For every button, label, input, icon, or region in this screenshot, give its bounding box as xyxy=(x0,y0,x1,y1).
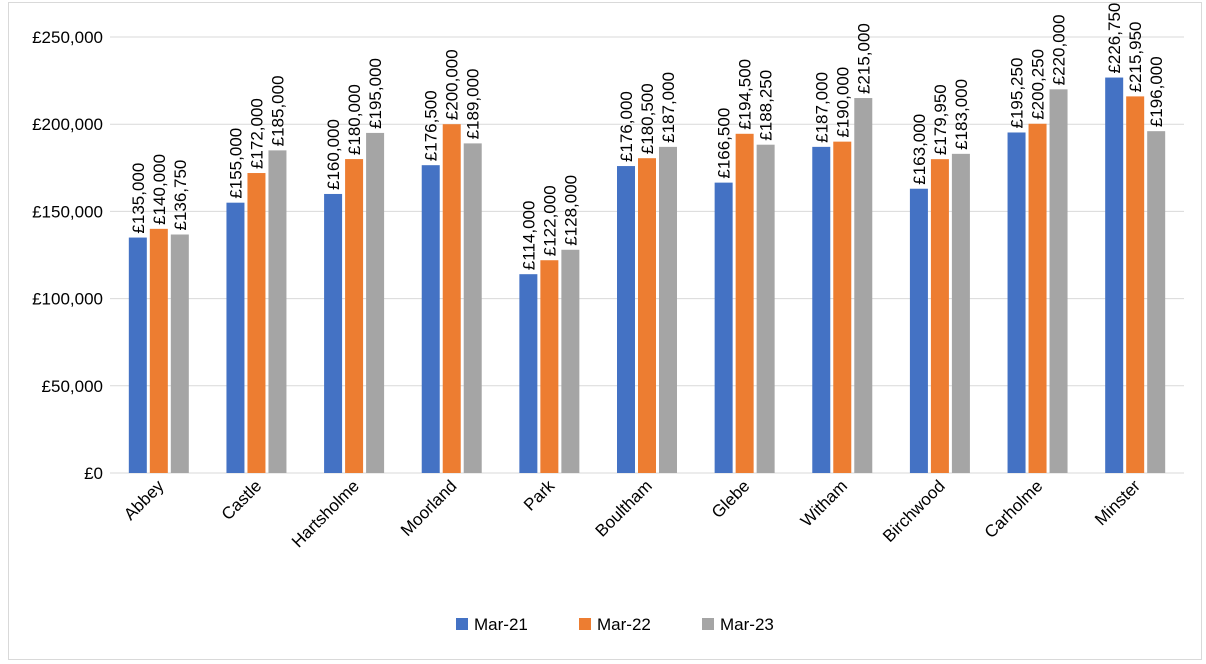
bar-mar-21 xyxy=(714,182,733,473)
legend-swatch-mar-23 xyxy=(702,618,714,630)
data-label: £215,000 xyxy=(854,23,873,94)
data-label: £196,000 xyxy=(1147,56,1166,127)
data-label: £226,750 xyxy=(1105,3,1124,74)
bar-mar-22 xyxy=(735,133,754,474)
y-tick-label: £50,000 xyxy=(42,377,103,396)
bar-mar-21 xyxy=(226,202,245,473)
x-tick-label: Moorland xyxy=(397,476,461,540)
data-label: £183,000 xyxy=(952,79,971,150)
bar-mar-21 xyxy=(324,193,343,473)
x-tick-label: Park xyxy=(520,476,559,515)
bar-mar-23 xyxy=(561,249,580,473)
data-label: £163,000 xyxy=(910,114,929,185)
bar-mar-22 xyxy=(540,260,559,473)
data-label: £188,250 xyxy=(757,70,776,141)
x-tick-label: Boultham xyxy=(592,476,656,540)
data-label: £180,000 xyxy=(345,84,364,155)
bar-mar-23 xyxy=(951,153,970,473)
data-label: £189,000 xyxy=(464,68,483,139)
data-label: £172,000 xyxy=(247,98,266,169)
x-tick-label: Witham xyxy=(797,476,851,530)
x-tick-label: Carholme xyxy=(981,476,1047,542)
data-label: £200,000 xyxy=(443,49,462,120)
data-label: £136,750 xyxy=(171,160,190,231)
bar-mar-22 xyxy=(638,158,656,473)
bar-mar-22 xyxy=(345,159,364,473)
data-label: £166,500 xyxy=(715,108,734,179)
data-label: £179,950 xyxy=(931,84,950,155)
bar-mar-22 xyxy=(1126,96,1145,473)
data-label: £128,000 xyxy=(561,175,580,246)
bar-mar-21 xyxy=(1007,132,1026,473)
legend-label: Mar-21 xyxy=(474,615,528,634)
data-label: £135,000 xyxy=(129,163,148,234)
data-label: £187,000 xyxy=(659,72,678,143)
x-tick-label: Hartsholme xyxy=(288,476,363,551)
bar-mar-21 xyxy=(1105,77,1124,473)
bar-mar-22 xyxy=(247,173,266,474)
bar-mar-23 xyxy=(366,132,385,474)
y-tick-label: £250,000 xyxy=(32,28,103,47)
data-label: £180,500 xyxy=(638,83,657,154)
data-label: £114,000 xyxy=(519,201,538,271)
bar-mar-21 xyxy=(617,166,635,473)
data-label: £194,500 xyxy=(736,59,755,130)
x-tick-label: Abbey xyxy=(120,476,168,524)
data-label: £220,000 xyxy=(1050,14,1069,85)
y-tick-label: £0 xyxy=(84,464,103,483)
x-tick-label: Castle xyxy=(218,476,266,524)
bar-mar-23 xyxy=(268,150,287,474)
data-label: £140,000 xyxy=(150,154,169,225)
bar-mar-22 xyxy=(1028,123,1047,473)
bar-mar-21 xyxy=(909,188,928,473)
bar-mar-21 xyxy=(519,274,538,473)
data-label: £122,000 xyxy=(540,185,559,256)
y-tick-label: £150,000 xyxy=(32,202,103,221)
bar-mar-22 xyxy=(833,141,852,473)
bar-mar-21 xyxy=(128,237,147,473)
bar-mar-22 xyxy=(442,124,461,473)
bar-mar-23 xyxy=(170,234,189,473)
data-label: £195,000 xyxy=(366,58,385,129)
bar-mar-22 xyxy=(149,228,168,473)
y-tick-label: £100,000 xyxy=(32,290,103,309)
data-label: £215,950 xyxy=(1126,21,1145,92)
data-label: £187,000 xyxy=(812,72,831,143)
chart-frame xyxy=(8,2,1202,660)
x-tick-label: Minster xyxy=(1091,476,1144,529)
data-label: £185,000 xyxy=(268,75,287,146)
legend-label: Mar-23 xyxy=(720,615,774,634)
bar-mar-21 xyxy=(812,146,831,473)
bar-mar-21 xyxy=(421,165,440,473)
legend-swatch-mar-22 xyxy=(579,618,591,630)
data-label: £190,000 xyxy=(833,67,852,138)
bar-mar-23 xyxy=(756,144,775,473)
x-tick-label: Birchwood xyxy=(879,476,949,546)
legend-label: Mar-22 xyxy=(597,615,651,634)
bar-mar-23 xyxy=(659,146,677,473)
legend-swatch-mar-21 xyxy=(456,618,468,630)
bar-mar-23 xyxy=(463,143,482,473)
bar-mar-23 xyxy=(1049,89,1068,473)
bar-mar-22 xyxy=(930,159,949,473)
data-label: £195,250 xyxy=(1008,58,1027,129)
x-tick-label: Glebe xyxy=(708,476,754,522)
data-label: £176,000 xyxy=(617,91,636,162)
y-tick-label: £200,000 xyxy=(32,115,103,134)
bar-mar-23 xyxy=(1147,131,1166,473)
bar-mar-23 xyxy=(854,98,873,473)
data-label: £155,000 xyxy=(226,128,245,199)
data-label: £176,500 xyxy=(422,90,441,161)
data-label: £160,000 xyxy=(324,119,343,190)
data-label: £200,250 xyxy=(1029,49,1048,120)
